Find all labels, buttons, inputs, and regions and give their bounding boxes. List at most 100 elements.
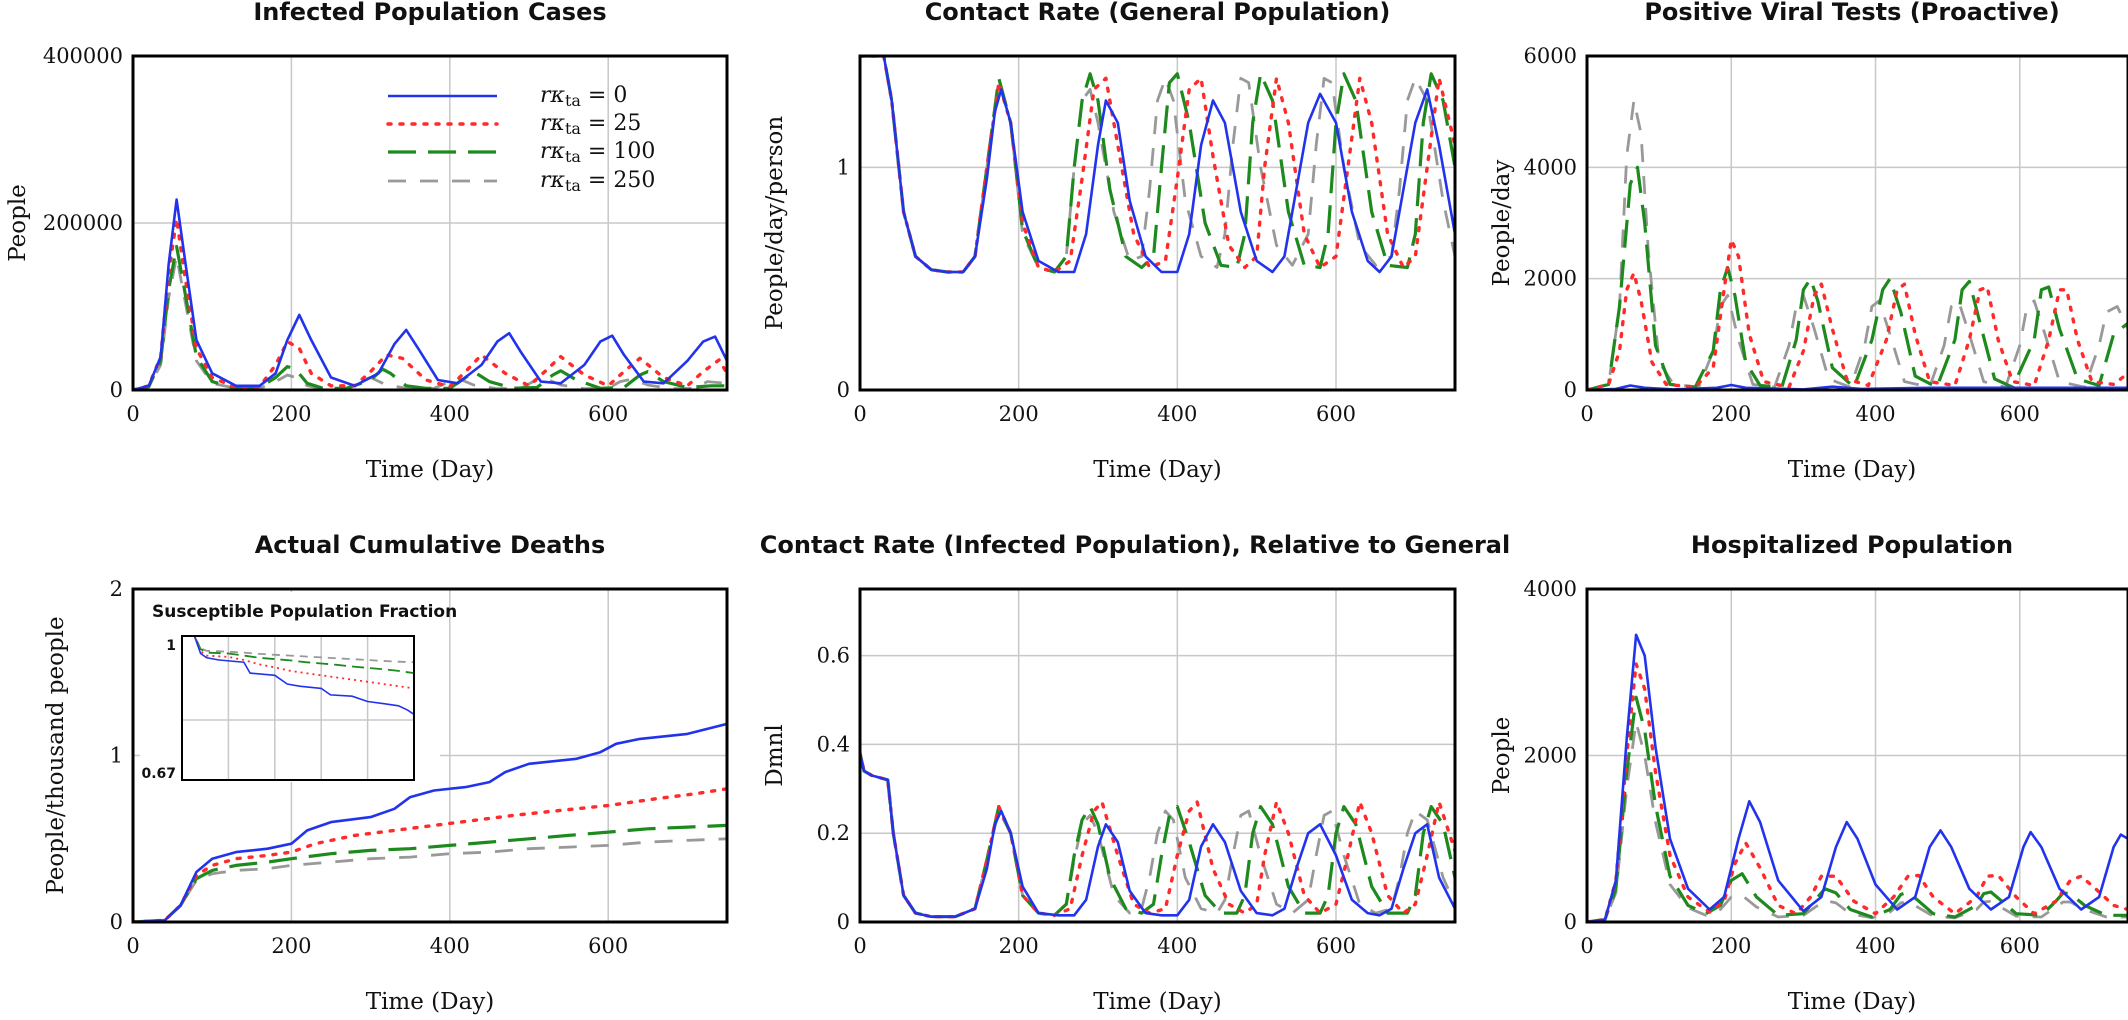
series-line-s100 bbox=[860, 752, 1455, 919]
series-line-s250 bbox=[860, 752, 1455, 919]
y-tick-label: 200000 bbox=[43, 211, 123, 235]
x-tick-label: 600 bbox=[1316, 934, 1356, 958]
inset-background bbox=[140, 592, 440, 782]
series-line-s25 bbox=[1587, 238, 2128, 390]
x-axis-label: Time (Day) bbox=[366, 989, 495, 1015]
chart-panel-6: 0 200 400 600 0 2000 4000 Hospitalized Populati… bbox=[1489, 531, 2128, 1015]
chart-panel-5: 0 200 400 600 0 0.2 0.4 0.6 Contact Rate (Infect… bbox=[760, 531, 1510, 1015]
series-line-s0 bbox=[1587, 633, 2128, 922]
series-group bbox=[1587, 633, 2128, 922]
x-tick-label: 200 bbox=[271, 934, 311, 958]
series-line-s25 bbox=[133, 787, 727, 922]
x-tick-label: 0 bbox=[853, 934, 866, 958]
y-tick-label: 6000 bbox=[1524, 44, 1577, 68]
y-axis-label: People bbox=[5, 184, 31, 262]
x-tick-label: 0 bbox=[853, 402, 866, 426]
x-tick-label: 400 bbox=[1157, 402, 1197, 426]
chart-title: Hospitalized Population bbox=[1691, 531, 2013, 559]
y-axis-label: People/thousand people bbox=[43, 616, 69, 894]
y-tick-label: 0.6 bbox=[817, 644, 850, 668]
y-axis-label: People bbox=[1489, 717, 1515, 795]
y-tick-label: 1 bbox=[837, 155, 850, 179]
gridlines bbox=[860, 56, 1455, 390]
x-tick-label: 400 bbox=[1855, 402, 1895, 426]
y-tick-label: 2 bbox=[110, 577, 123, 601]
series-line-s0 bbox=[133, 198, 727, 390]
inset-chart: Susceptible Population Fraction 1 0.67 bbox=[140, 592, 457, 782]
legend-label: rκta = 0 bbox=[540, 83, 627, 110]
inset-series-line-s100 bbox=[182, 636, 414, 674]
x-tick-label: 200 bbox=[1711, 402, 1751, 426]
x-tick-label: 200 bbox=[271, 402, 311, 426]
series-line-s250 bbox=[1587, 720, 2128, 922]
x-tick-label: 0 bbox=[126, 934, 139, 958]
inset-y-tick-label: 1 bbox=[166, 638, 176, 654]
x-axis-label: Time (Day) bbox=[366, 457, 495, 483]
chart-panel-1: 0 200 400 600 0 200000 400000 Infected Populati… bbox=[5, 0, 729, 483]
legend-entry-s250: rκta = 250 bbox=[388, 168, 655, 195]
series-line-s0 bbox=[860, 753, 1455, 918]
x-axis-label: Time (Day) bbox=[1093, 989, 1222, 1015]
series-line-s25 bbox=[1587, 662, 2128, 922]
chart-title: Actual Cumulative Deaths bbox=[255, 531, 606, 559]
inset-title: Susceptible Population Fraction bbox=[152, 602, 457, 622]
series-group bbox=[133, 722, 727, 922]
gridlines bbox=[1587, 56, 2128, 390]
series-group bbox=[860, 56, 1455, 274]
x-tick-label: 600 bbox=[1316, 402, 1356, 426]
x-tick-label: 0 bbox=[1580, 934, 1593, 958]
series-group bbox=[860, 751, 1455, 919]
inset-series-line-s250 bbox=[182, 636, 414, 664]
series-group bbox=[133, 198, 727, 390]
y-tick-label: 400000 bbox=[43, 44, 123, 68]
x-tick-label: 0 bbox=[126, 402, 139, 426]
series-line-s100 bbox=[1587, 695, 2128, 922]
plot-frame bbox=[1585, 587, 2128, 924]
series-line-s25 bbox=[860, 751, 1455, 919]
x-tick-label: 200 bbox=[999, 934, 1039, 958]
series-line-s250 bbox=[133, 254, 727, 390]
plot-frame bbox=[858, 54, 1457, 392]
inset-frame bbox=[181, 635, 415, 781]
chart-title: Contact Rate (General Population) bbox=[925, 0, 1391, 26]
x-axis-label: Time (Day) bbox=[1788, 457, 1917, 483]
inset-series-line-s25 bbox=[182, 636, 414, 690]
legend-entry-s100: rκta = 100 bbox=[388, 139, 655, 166]
y-tick-label: 0 bbox=[837, 378, 850, 402]
gridlines bbox=[133, 56, 727, 390]
plot-frame bbox=[858, 587, 1457, 924]
y-tick-label: 2000 bbox=[1524, 267, 1577, 291]
x-tick-label: 400 bbox=[430, 934, 470, 958]
series-line-s100 bbox=[1587, 165, 2128, 390]
y-tick-label: 0.4 bbox=[817, 732, 850, 756]
x-tick-label: 600 bbox=[588, 934, 628, 958]
x-tick-label: 400 bbox=[1157, 934, 1197, 958]
x-tick-label: 200 bbox=[1711, 934, 1751, 958]
x-axis-label: Time (Day) bbox=[1788, 989, 1917, 1015]
plot-frame bbox=[1585, 54, 2128, 392]
chart-title: Contact Rate (Infected Population), Rela… bbox=[760, 531, 1510, 559]
legend-label: rκta = 100 bbox=[540, 139, 655, 166]
x-tick-label: 600 bbox=[588, 402, 628, 426]
x-tick-label: 400 bbox=[1855, 934, 1895, 958]
y-tick-label: 0 bbox=[110, 378, 123, 402]
y-tick-label: 0 bbox=[837, 910, 850, 934]
inset-gridlines bbox=[182, 636, 414, 780]
series-line-s250 bbox=[1587, 99, 2128, 390]
y-tick-label: 0.2 bbox=[817, 821, 850, 845]
series-line-s0 bbox=[1587, 383, 2128, 390]
series-line-s25 bbox=[133, 217, 727, 390]
x-tick-label: 0 bbox=[1580, 402, 1593, 426]
chart-title: Positive Viral Tests (Proactive) bbox=[1644, 0, 2059, 26]
plot-frame bbox=[131, 54, 729, 392]
y-tick-label: 4000 bbox=[1524, 155, 1577, 179]
legend-entry-s25: rκta = 25 bbox=[386, 111, 641, 138]
legend-label: rκta = 25 bbox=[540, 111, 641, 138]
series-line-s100 bbox=[860, 56, 1455, 274]
x-axis-label: Time (Day) bbox=[1093, 457, 1222, 483]
series-group bbox=[1587, 99, 2128, 390]
y-axis-label: People/day/person bbox=[762, 116, 788, 330]
legend-entry-s0: rκta = 0 bbox=[388, 83, 627, 110]
